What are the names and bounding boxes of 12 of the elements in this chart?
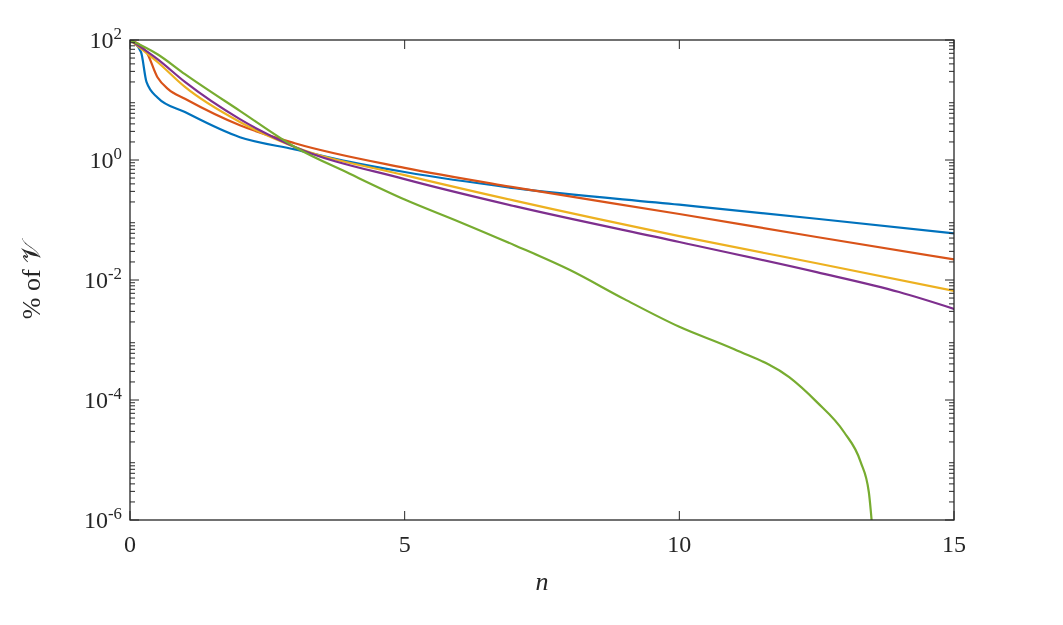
y-axis-title: % of 𝒱 [17, 237, 46, 320]
x-axis-title: n [535, 567, 549, 596]
x-tick-label: 15 [942, 531, 966, 557]
line-series [130, 40, 873, 520]
x-tick-label: 5 [398, 531, 411, 557]
x-tick-label: 10 [667, 531, 692, 557]
y-tick-label: 10$^{2}$ [89, 23, 122, 54]
x-tick-label: 0 [124, 531, 136, 557]
y-tick-label: 10$^{-4}$ [84, 383, 123, 414]
y-tick-label: 10$^{-6}$ [84, 503, 122, 534]
y-tick-label: 10$^{0}$ [89, 143, 122, 174]
y-tick-label: 10$^{-2}$ [84, 263, 122, 294]
